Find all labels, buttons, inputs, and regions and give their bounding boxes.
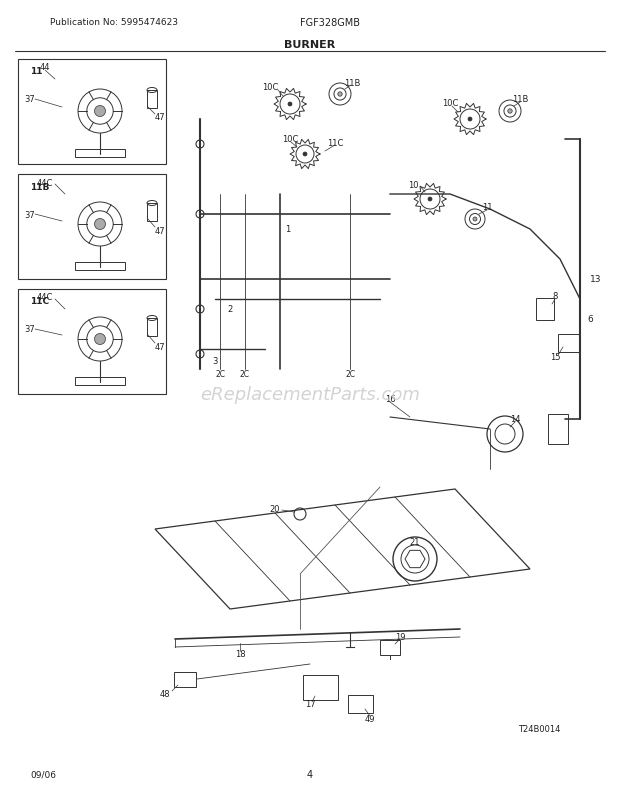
Bar bbox=[18, 60, 166, 164]
Text: 48: 48 bbox=[159, 690, 170, 699]
Text: 19: 19 bbox=[395, 633, 405, 642]
Text: FGF328GMB: FGF328GMB bbox=[300, 18, 360, 28]
Bar bbox=[536, 298, 554, 321]
Text: 44C: 44C bbox=[37, 294, 53, 302]
Bar bbox=[347, 695, 373, 713]
Bar bbox=[75, 263, 125, 270]
Text: 18: 18 bbox=[235, 650, 246, 658]
Text: 47: 47 bbox=[155, 113, 166, 123]
Circle shape bbox=[473, 217, 477, 221]
Text: 2C: 2C bbox=[215, 370, 225, 379]
Bar bbox=[75, 378, 125, 386]
Text: 47: 47 bbox=[155, 227, 166, 237]
Text: 2C: 2C bbox=[240, 370, 250, 379]
Text: 49: 49 bbox=[365, 715, 375, 723]
Text: 1: 1 bbox=[285, 225, 290, 234]
Text: 13: 13 bbox=[590, 275, 601, 284]
Bar bbox=[147, 91, 157, 109]
Text: 11: 11 bbox=[30, 67, 43, 76]
Circle shape bbox=[468, 118, 472, 122]
Text: 10C: 10C bbox=[442, 99, 458, 108]
Text: 11B: 11B bbox=[30, 182, 50, 191]
Text: 8: 8 bbox=[552, 292, 557, 301]
Text: T24B0014: T24B0014 bbox=[518, 724, 560, 734]
Bar bbox=[174, 671, 196, 687]
Text: 11B: 11B bbox=[344, 79, 360, 87]
Bar bbox=[558, 334, 580, 353]
Text: 21: 21 bbox=[410, 538, 420, 547]
Circle shape bbox=[508, 110, 512, 114]
Text: 11B: 11B bbox=[512, 95, 528, 104]
Text: BURNER: BURNER bbox=[285, 40, 335, 50]
Text: Publication No: 5995474623: Publication No: 5995474623 bbox=[50, 18, 178, 27]
Text: 20: 20 bbox=[270, 505, 280, 514]
Text: 37: 37 bbox=[24, 210, 35, 219]
Circle shape bbox=[94, 334, 105, 345]
Text: 2C: 2C bbox=[345, 370, 355, 379]
Bar bbox=[548, 415, 568, 444]
Text: 17: 17 bbox=[304, 699, 316, 709]
Circle shape bbox=[428, 198, 432, 202]
Text: 4: 4 bbox=[307, 769, 313, 779]
Circle shape bbox=[94, 219, 105, 230]
Text: 15: 15 bbox=[550, 353, 560, 362]
Text: 10C: 10C bbox=[262, 83, 278, 92]
Bar bbox=[303, 674, 337, 699]
Bar bbox=[147, 318, 157, 337]
Text: 14: 14 bbox=[510, 415, 520, 424]
Bar bbox=[75, 150, 125, 158]
Text: 10C: 10C bbox=[282, 136, 298, 144]
Circle shape bbox=[338, 93, 342, 97]
Text: 47: 47 bbox=[155, 343, 166, 352]
Text: 37: 37 bbox=[24, 325, 35, 334]
Text: 6: 6 bbox=[587, 315, 593, 324]
Bar bbox=[380, 640, 400, 654]
Text: 10: 10 bbox=[408, 180, 419, 189]
Text: 37: 37 bbox=[24, 95, 35, 104]
Text: 09/06: 09/06 bbox=[30, 770, 56, 779]
Text: 11: 11 bbox=[482, 203, 492, 213]
Text: eReplacementParts.com: eReplacementParts.com bbox=[200, 386, 420, 403]
Bar bbox=[18, 175, 166, 280]
Text: 11C: 11C bbox=[30, 297, 49, 306]
Text: 44: 44 bbox=[40, 63, 50, 72]
Circle shape bbox=[303, 153, 307, 157]
Text: 44C: 44C bbox=[37, 178, 53, 187]
Text: 3: 3 bbox=[212, 357, 218, 366]
Circle shape bbox=[288, 103, 292, 107]
Circle shape bbox=[94, 107, 105, 117]
Bar bbox=[147, 204, 157, 221]
Text: 16: 16 bbox=[384, 395, 396, 404]
Text: 11C: 11C bbox=[327, 138, 343, 148]
Text: 2: 2 bbox=[228, 305, 232, 314]
Bar bbox=[18, 290, 166, 395]
